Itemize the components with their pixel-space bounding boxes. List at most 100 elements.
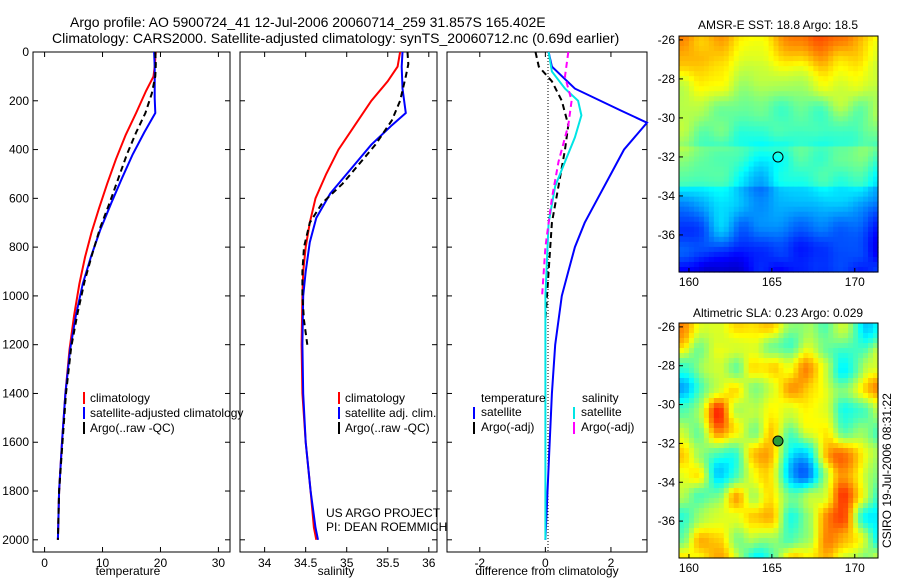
map-cell xyxy=(828,463,834,469)
map-cell xyxy=(758,383,765,389)
map-cell xyxy=(703,553,710,559)
map-cell xyxy=(778,231,785,238)
map-cell xyxy=(783,241,790,248)
map-cell xyxy=(768,333,775,339)
map-cell xyxy=(679,136,685,143)
map-cell xyxy=(783,428,790,434)
map-cell xyxy=(808,206,814,213)
map-cell xyxy=(713,433,720,439)
map-cell xyxy=(848,528,854,534)
map-cell xyxy=(748,448,755,454)
map-cell xyxy=(873,156,879,163)
map-cell xyxy=(688,41,695,47)
map-cell xyxy=(688,373,695,379)
map-cell xyxy=(858,211,864,218)
map-cell xyxy=(753,528,760,534)
map-cell xyxy=(723,378,730,384)
map-cell xyxy=(833,403,839,409)
map-cell xyxy=(858,101,864,107)
map-cell xyxy=(833,96,839,102)
map-cell xyxy=(828,528,834,534)
map-cell xyxy=(738,528,745,534)
map-cell xyxy=(803,166,809,173)
map-cell xyxy=(853,378,859,384)
map-cell xyxy=(679,468,685,474)
map-cell xyxy=(753,553,760,559)
map-cell xyxy=(863,518,869,524)
map-cell xyxy=(838,171,844,178)
map-cell xyxy=(868,553,874,559)
map-cell xyxy=(798,448,804,454)
map-cell xyxy=(853,111,859,117)
map-cell xyxy=(763,256,770,263)
map-cell xyxy=(788,111,795,117)
map-cell xyxy=(693,458,700,464)
map-cell xyxy=(848,398,854,404)
map-cell xyxy=(783,523,790,529)
map-cell xyxy=(713,328,720,334)
map-cell xyxy=(743,403,750,409)
map-cell xyxy=(863,428,869,434)
map-cell xyxy=(698,533,705,539)
map-cell xyxy=(718,388,725,394)
map-cell xyxy=(863,453,869,459)
map-cell xyxy=(748,358,755,364)
map-cell xyxy=(863,358,869,364)
map-cell xyxy=(753,191,760,198)
map-cell xyxy=(793,151,799,158)
map-cell xyxy=(823,246,829,253)
map-cell xyxy=(738,543,745,549)
map-cell xyxy=(808,251,814,258)
map-cell xyxy=(843,348,849,354)
map-cell xyxy=(848,41,854,47)
map-cell xyxy=(733,106,740,112)
map-cell xyxy=(713,373,720,379)
map-cell xyxy=(838,353,844,359)
map-cell xyxy=(688,518,695,524)
map-cell xyxy=(748,328,755,334)
map-cell xyxy=(863,328,869,334)
map-cell xyxy=(828,116,834,122)
map-cell xyxy=(873,393,879,399)
map-cell xyxy=(753,438,760,444)
map-cell xyxy=(738,413,745,419)
map-cell xyxy=(823,61,829,67)
map-cell xyxy=(773,473,780,479)
map-cell xyxy=(683,236,690,243)
map-cell xyxy=(713,36,720,42)
map-cell xyxy=(813,493,819,499)
map-cell xyxy=(818,538,824,544)
map-cell xyxy=(728,211,735,218)
map-cell xyxy=(698,146,705,153)
map-cell xyxy=(803,36,809,42)
map-cell xyxy=(793,508,799,514)
map-cell xyxy=(738,368,745,374)
y-tick-label: 2000 xyxy=(2,533,29,547)
map-cell xyxy=(728,418,735,424)
map-cell xyxy=(733,398,740,404)
map-cell xyxy=(828,503,834,509)
map-cell xyxy=(873,333,879,339)
map-cell xyxy=(803,106,809,112)
map-cell xyxy=(773,216,780,223)
map-cell xyxy=(808,61,814,67)
map-cell xyxy=(813,111,819,117)
map-cell xyxy=(783,171,790,178)
map-cell xyxy=(753,51,760,57)
map-cell xyxy=(818,181,824,188)
map-cell xyxy=(808,156,814,163)
map-cell xyxy=(778,373,785,379)
map-cell xyxy=(813,488,819,494)
map-cell xyxy=(828,121,834,127)
map-cell xyxy=(868,473,874,479)
map-cell xyxy=(693,478,700,484)
map-cell xyxy=(793,368,799,374)
map-cell xyxy=(848,181,854,188)
map-cell xyxy=(788,343,795,349)
map-cell xyxy=(818,41,824,47)
map-cell xyxy=(703,408,710,414)
map-cell xyxy=(703,36,710,42)
map-cell xyxy=(693,538,700,544)
map-cell xyxy=(823,388,829,394)
map-cell xyxy=(833,246,839,253)
